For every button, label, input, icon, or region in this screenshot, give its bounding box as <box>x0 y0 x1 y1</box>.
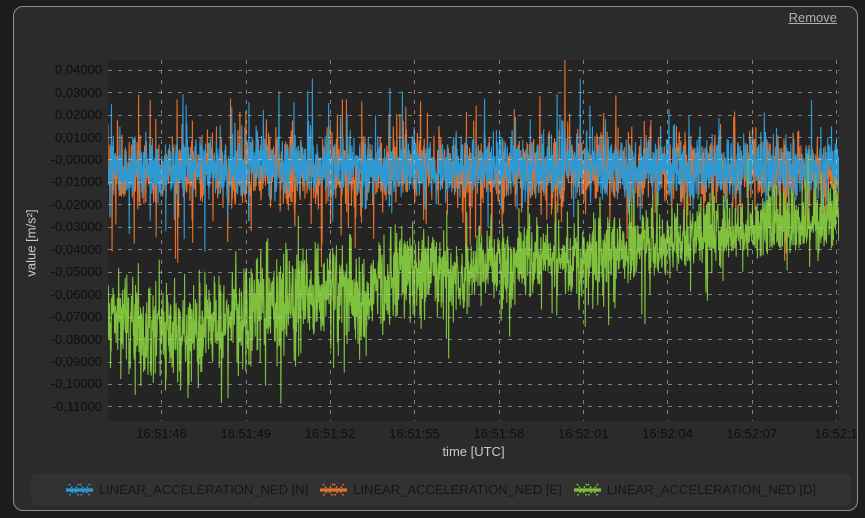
x-axis-title: time [UTC] <box>442 444 505 459</box>
y-tick-label: -0,04000 <box>50 241 102 257</box>
y-tick-label: 0,01000 <box>55 129 102 145</box>
y-tick-label: -0,05000 <box>50 264 102 280</box>
y-tick-label: -0,06000 <box>50 286 102 302</box>
legend-item[interactable]: LINEAR_ACCELERATION_NED [E] <box>320 482 562 498</box>
legend-marker-icon <box>320 482 348 497</box>
y-tick-label: -0,08000 <box>50 331 102 347</box>
x-tick-label: 16:52:07 <box>726 426 778 441</box>
legend-item-label: LINEAR_ACCELERATION_NED [E] <box>353 482 562 497</box>
x-tick-label: 16:51:58 <box>473 426 525 441</box>
x-tick-label: 16:51:55 <box>389 426 440 441</box>
y-tick-label: -0,02000 <box>50 196 102 212</box>
x-tick-label: 16:52:01 <box>557 426 609 441</box>
legend-marker-icon <box>573 482 601 497</box>
y-tick-label: -0,11000 <box>51 398 102 414</box>
plot-canvas[interactable] <box>108 60 839 421</box>
y-tick-label: 0,02000 <box>55 107 102 123</box>
y-tick-label: -0,10000 <box>50 376 102 392</box>
legend-bar: LINEAR_ACCELERATION_NED [N] LINEAR_ACCELE… <box>31 473 851 506</box>
x-tick-label: 16:52:1 <box>814 426 858 441</box>
legend-item[interactable]: LINEAR_ACCELERATION_NED [D] <box>573 482 817 498</box>
y-tick-label: -0,03000 <box>50 219 102 235</box>
x-tick-label: 16:52:04 <box>642 426 693 441</box>
x-axis-ticks: 16:51:46 16:51:49 16:51:52 16:51:55 16:51:58… <box>108 426 858 442</box>
y-tick-label: -0,00000 <box>50 151 102 167</box>
y-tick-label: -0,09000 <box>50 354 102 369</box>
y-tick-label: 0,04000 <box>55 62 102 78</box>
legend-item[interactable]: LINEAR_ACCELERATION_NED [N] <box>65 482 309 498</box>
x-tick-label: 16:51:49 <box>220 426 272 441</box>
y-tick-label: -0,07000 <box>50 309 102 325</box>
x-tick-label: 16:51:46 <box>136 426 187 441</box>
y-axis-ticks: 0,04000 0,03000 0,02000 0,01000 -0,00000 -0,0… <box>14 60 102 421</box>
legend-item-label: LINEAR_ACCELERATION_NED [N] <box>98 482 309 497</box>
plot-panel: Remove value [m/s²] 0,04000 0,03000 0,0200… <box>13 6 858 511</box>
x-tick-label: 16:51:52 <box>304 426 356 441</box>
y-tick-label: 0,03000 <box>55 84 102 100</box>
legend-item-label: LINEAR_ACCELERATION_NED [D] <box>606 482 817 497</box>
remove-link[interactable]: Remove <box>788 10 837 25</box>
legend-marker-icon <box>65 482 93 497</box>
y-tick-label: -0,01000 <box>50 174 102 190</box>
